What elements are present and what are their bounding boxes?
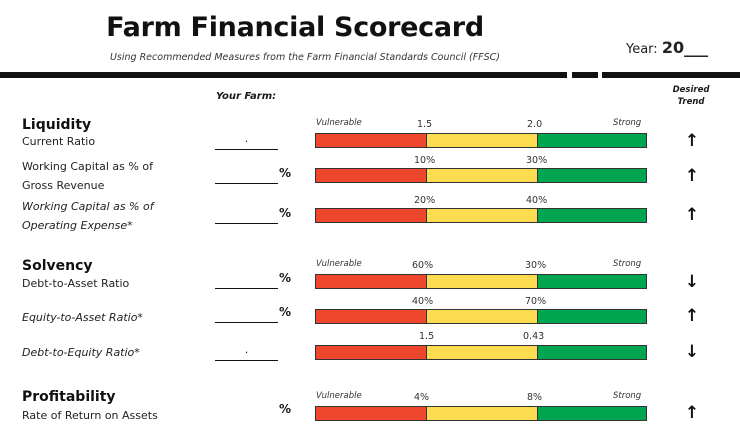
section-liquidity: Liquidity [22,117,92,133]
current-ratio-input[interactable]: . [215,133,278,150]
metric-wc-gross-revenue: Working Capital as % of Gross Revenue [22,160,153,192]
year-label: Year: [626,42,658,57]
arrow-down-icon: ↓ [684,342,700,362]
threshold-high: 30% [525,260,547,271]
strong-label: Strong [613,118,642,128]
threshold-high: 70% [525,296,547,307]
scale-bar [315,168,647,183]
threshold-low: 60% [412,260,434,271]
threshold-low: 1.5 [417,119,433,130]
scale-bar [315,274,647,289]
equity-to-asset-input[interactable] [215,308,278,323]
percent-sign: % [279,305,292,319]
threshold-low: 40% [412,296,434,307]
wc-gross-revenue-input[interactable] [215,169,278,184]
scale-bar [315,309,647,324]
metric-equity-to-asset: Equity-to-Asset Ratio* [22,311,143,324]
strong-label: Strong [613,259,642,269]
strong-label: Strong [613,391,642,401]
metric-debt-to-asset: Debt-to-Asset Ratio [22,277,130,290]
scale-bar [315,406,647,421]
vulnerable-label: Vulnerable [316,391,362,401]
arrow-up-icon: ↑ [684,166,700,186]
debt-to-equity-input[interactable]: . [215,344,278,361]
metric-current-ratio: Current Ratio [22,135,96,148]
arrow-up-icon: ↑ [684,306,700,326]
percent-sign: % [279,402,292,416]
vulnerable-label: Vulnerable [316,259,362,269]
scale-bar [315,208,647,223]
threshold-high: 40% [526,195,548,206]
page-subtitle: Using Recommended Measures from the Farm… [109,52,501,63]
divider [602,72,740,78]
debt-to-asset-input[interactable] [215,274,278,289]
year-value: 20___ [661,38,709,57]
arrow-up-icon: ↑ [684,131,700,151]
percent-sign: % [279,271,292,285]
desired-trend-header: Desired Trend [672,85,710,107]
threshold-high: 8% [527,392,543,403]
metric-debt-to-equity: Debt-to-Equity Ratio* [22,346,140,359]
threshold-low: 4% [414,392,430,403]
threshold-high: 30% [526,155,548,166]
section-profitability: Profitability [22,389,116,405]
arrow-down-icon: ↓ [684,272,700,292]
arrow-up-icon: ↑ [684,403,700,423]
arrow-up-icon: ↑ [684,205,700,225]
threshold-low: 10% [414,155,436,166]
year-field[interactable]: Year: 20___ [626,38,708,57]
divider [572,72,598,78]
percent-sign: % [279,206,292,220]
threshold-high: 2.0 [527,119,543,130]
scale-bar [315,133,647,148]
page-title: Farm Financial Scorecard [106,12,484,43]
threshold-low: 20% [414,195,436,206]
vulnerable-label: Vulnerable [316,118,362,128]
your-farm-header: Your Farm: [216,91,277,102]
scale-bar [315,345,647,360]
metric-wc-operating-expense: Working Capital as % of Operating Expense… [22,200,154,232]
threshold-low: 1.5 [419,331,435,342]
threshold-high: 0.43 [523,331,545,342]
percent-sign: % [279,166,292,180]
section-solvency: Solvency [22,258,93,274]
wc-operating-expense-input[interactable] [215,209,278,224]
divider [0,72,567,78]
